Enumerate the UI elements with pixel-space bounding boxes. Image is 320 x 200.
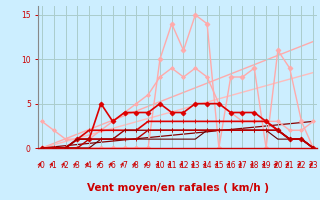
X-axis label: Vent moyen/en rafales ( km/h ): Vent moyen/en rafales ( km/h ) — [87, 183, 268, 193]
